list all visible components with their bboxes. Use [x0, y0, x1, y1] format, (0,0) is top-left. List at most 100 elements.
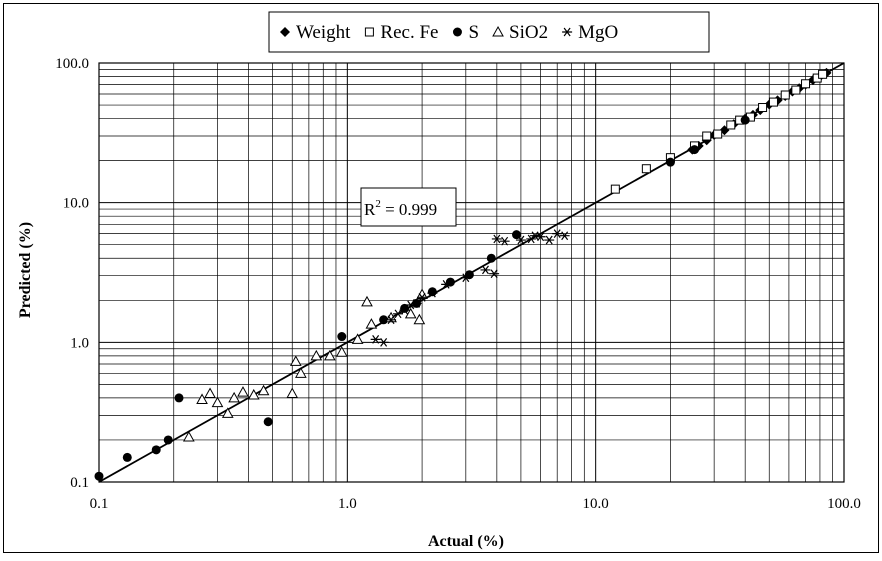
x-tick-label: 10.0	[583, 496, 609, 512]
x-tick-label: 0.1	[90, 496, 109, 512]
legend: Weight Rec. Fe S SiO2 MgO	[268, 11, 710, 53]
data-point	[174, 393, 184, 403]
data-point	[151, 445, 161, 455]
legend-item: S	[452, 22, 479, 43]
data-point	[370, 335, 381, 344]
data-point	[204, 387, 216, 399]
r-squared-annotation: R2 = 0.999	[360, 187, 457, 227]
data-point	[486, 253, 496, 263]
data-point	[530, 231, 541, 241]
legend-item: SiO2	[492, 22, 548, 43]
data-point	[413, 313, 426, 325]
data-point	[791, 85, 801, 95]
data-point	[247, 388, 260, 400]
y-tick-label: 1.0	[70, 335, 89, 351]
data-point	[182, 430, 195, 442]
data-point	[427, 287, 437, 297]
data-point	[499, 236, 510, 246]
r-squared-rest: = 0.999	[381, 200, 437, 219]
data-point	[365, 318, 378, 329]
r-squared-sup: 2	[375, 198, 381, 210]
data-point	[399, 305, 410, 315]
legend-marker	[364, 27, 374, 37]
data-point	[404, 307, 417, 319]
data-point	[163, 435, 173, 445]
r-squared-text: R2 = 0.999	[364, 198, 437, 219]
data-point	[801, 79, 811, 89]
legend-marker	[452, 27, 462, 37]
legend-label: SiO2	[509, 22, 548, 43]
r-squared-base: R	[364, 200, 376, 219]
data-point	[221, 407, 234, 418]
data-point	[780, 90, 790, 100]
data-point	[702, 131, 712, 141]
data-point	[559, 231, 570, 241]
legend-label: MgO	[578, 22, 618, 43]
data-point	[758, 103, 768, 113]
legend-box	[268, 11, 710, 53]
data-point	[713, 129, 723, 139]
y-tick-label: 0.1	[70, 475, 89, 491]
data-point	[351, 333, 364, 344]
data-point	[295, 367, 307, 378]
y-tick-label: 10.0	[63, 196, 89, 212]
legend-marker	[280, 27, 290, 37]
data-point	[286, 387, 299, 399]
data-point	[361, 295, 373, 307]
data-points	[94, 67, 832, 481]
data-point	[257, 384, 270, 396]
data-point	[480, 265, 491, 275]
data-point	[196, 393, 208, 404]
data-point	[323, 349, 336, 361]
legend-marker	[492, 25, 504, 37]
data-point	[211, 396, 224, 408]
data-point	[665, 157, 675, 167]
data-point	[740, 115, 750, 125]
data-point	[544, 235, 555, 245]
x-axis-label: Actual (%)	[428, 533, 504, 550]
data-point	[535, 232, 546, 242]
data-point	[818, 69, 828, 79]
legend-item: Weight	[280, 22, 351, 43]
data-point	[768, 97, 778, 107]
legend-label: Rec. Fe	[380, 22, 438, 43]
data-point	[335, 346, 348, 357]
data-point	[491, 234, 502, 244]
y-tick-label: 100.0	[55, 56, 89, 72]
legend-marker	[562, 27, 573, 37]
data-point	[263, 417, 273, 427]
legend-label: S	[468, 22, 479, 43]
series-mgo	[370, 229, 570, 347]
data-point	[228, 391, 240, 403]
data-point	[460, 273, 471, 283]
legend-item: Rec. Fe	[364, 22, 438, 43]
data-point	[515, 235, 526, 245]
y-axis-label: Predicted (%)	[17, 222, 34, 318]
data-point	[726, 120, 736, 130]
x-tick-label: 1.0	[338, 496, 357, 512]
tick-labels: 0.1 1.0 10.0 100.0 0.1 1.0 10.0 100.0	[55, 56, 861, 512]
data-point	[386, 315, 397, 325]
grid	[98, 63, 844, 483]
plot-area-border	[98, 62, 845, 483]
legend-item: MgO	[562, 22, 618, 43]
data-point	[310, 349, 323, 361]
data-point	[552, 229, 563, 239]
data-point	[337, 332, 347, 342]
data-point	[610, 184, 620, 194]
outer-border	[3, 3, 879, 553]
data-point	[427, 288, 438, 298]
data-point	[411, 299, 422, 308]
r-squared-box	[360, 187, 457, 227]
data-point	[237, 386, 249, 397]
data-point	[489, 269, 500, 279]
legend-label: Weight	[296, 22, 351, 43]
data-point	[417, 292, 428, 302]
data-point	[689, 145, 699, 155]
data-point	[289, 355, 302, 366]
data-point	[641, 164, 651, 174]
data-point	[405, 300, 416, 310]
data-point	[122, 452, 132, 462]
